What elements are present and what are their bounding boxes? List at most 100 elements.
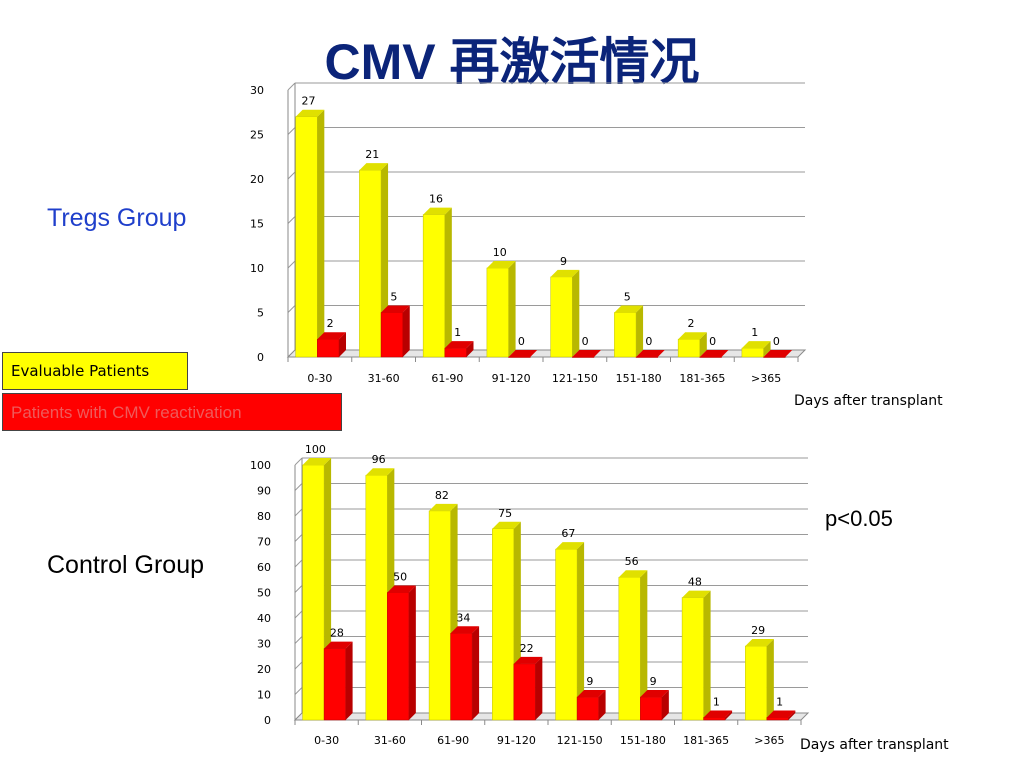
bar-reactivation <box>513 656 543 721</box>
y-tick-label: 20 <box>250 173 264 186</box>
data-label-evaluable: 100 <box>305 443 326 456</box>
x-tick-label: 91-120 <box>492 372 531 385</box>
bar-evaluable <box>618 570 648 721</box>
bar-reactivation <box>317 332 346 358</box>
x-tick-label: 151-180 <box>620 734 666 747</box>
bar-front <box>745 645 768 721</box>
bar-top <box>317 332 346 340</box>
bar-side <box>636 305 644 357</box>
bar-top <box>508 350 538 357</box>
x-tick-label: 31-60 <box>368 372 400 385</box>
gridline-side <box>294 585 303 593</box>
bar-side <box>703 590 711 720</box>
bar-top <box>741 341 771 349</box>
gridline-side <box>287 127 296 135</box>
bar-front <box>741 347 764 358</box>
bar-side <box>572 269 580 357</box>
bar-reactivation <box>380 305 410 358</box>
bar-side <box>699 332 707 357</box>
gridline-side <box>294 508 303 517</box>
bar-evaluable <box>614 305 644 358</box>
bar-top <box>513 656 543 664</box>
bar-side <box>640 570 648 720</box>
y-tick-label: 25 <box>250 129 264 142</box>
bar-top <box>618 570 648 578</box>
bar-side <box>408 585 416 720</box>
bar-top <box>381 305 410 313</box>
bar-front <box>302 464 325 721</box>
data-label-reactivation: 2 <box>327 317 334 330</box>
x-tick-label: 91-120 <box>497 734 536 747</box>
x-tick-label: 0-30 <box>307 372 332 385</box>
bar-evaluable <box>422 207 452 358</box>
data-label-reactivation: 9 <box>586 675 593 688</box>
bar-reactivation <box>450 626 480 721</box>
bar-front <box>677 338 701 358</box>
bar-reactivation <box>635 350 665 358</box>
data-label-reactivation: 0 <box>518 335 525 348</box>
p-value-label: p<0.05 <box>825 506 893 531</box>
x-tick-label: 61-90 <box>437 734 469 747</box>
bar-top <box>640 690 669 698</box>
bar-front <box>635 356 659 358</box>
bar-side <box>535 656 543 720</box>
data-label-evaluable: 96 <box>372 453 386 466</box>
x-tick-label: 181-365 <box>679 372 725 385</box>
bar-side <box>763 341 771 357</box>
bar-front <box>323 648 346 721</box>
data-label-reactivation: 1 <box>454 326 461 339</box>
data-label-reactivation: 0 <box>709 335 716 348</box>
y-tick-label: 10 <box>257 689 271 702</box>
bar-top <box>678 332 707 340</box>
bar-reactivation <box>763 350 793 358</box>
data-label-evaluable: 2 <box>687 317 694 330</box>
data-label-reactivation: 50 <box>393 571 407 584</box>
bar-top <box>636 350 665 357</box>
bar-side <box>661 690 669 720</box>
data-label-reactivation: 0 <box>773 335 780 348</box>
x-tick-label: 31-60 <box>374 734 406 747</box>
data-label-reactivation: 1 <box>713 695 720 708</box>
x-tick-label: 121-150 <box>552 372 598 385</box>
data-label-reactivation: 34 <box>456 611 470 624</box>
bar-reactivation <box>766 710 796 721</box>
bar-top <box>699 350 729 357</box>
bar-top <box>444 341 474 349</box>
bar-top <box>387 585 416 593</box>
bar-top <box>423 207 452 215</box>
bar-reactivation <box>572 350 601 358</box>
data-label-evaluable: 75 <box>498 507 512 520</box>
bar-side <box>472 626 480 720</box>
data-label-evaluable: 29 <box>751 624 765 637</box>
bar-front <box>703 717 726 721</box>
bar-front <box>618 576 641 721</box>
bar-side <box>444 207 452 357</box>
bar-top <box>359 163 389 171</box>
bar-side <box>508 261 516 357</box>
bar-top <box>295 109 325 117</box>
bar-top <box>682 590 711 598</box>
x-tick-label: >365 <box>751 372 781 385</box>
gridline-side <box>287 82 296 91</box>
bar-evaluable <box>745 639 774 721</box>
bar-top <box>614 305 644 313</box>
y-tick-label: 15 <box>250 218 264 231</box>
data-label-reactivation: 28 <box>330 627 344 640</box>
bar-front <box>763 356 786 358</box>
bar-reactivation <box>444 341 474 358</box>
data-label-reactivation: 9 <box>650 675 657 688</box>
bar-front <box>387 592 410 721</box>
bar-reactivation <box>576 690 606 721</box>
bar-evaluable <box>295 109 325 358</box>
data-label-evaluable: 9 <box>560 255 567 268</box>
gridline-side <box>294 610 303 619</box>
y-tick-label: 10 <box>250 262 264 275</box>
bar-front <box>365 474 388 721</box>
bar-reactivation <box>387 585 416 721</box>
gridline-side <box>294 636 303 644</box>
bar-side <box>466 341 474 357</box>
bar-front <box>640 696 663 721</box>
bar-front <box>295 116 318 358</box>
data-label-evaluable: 27 <box>301 95 315 108</box>
